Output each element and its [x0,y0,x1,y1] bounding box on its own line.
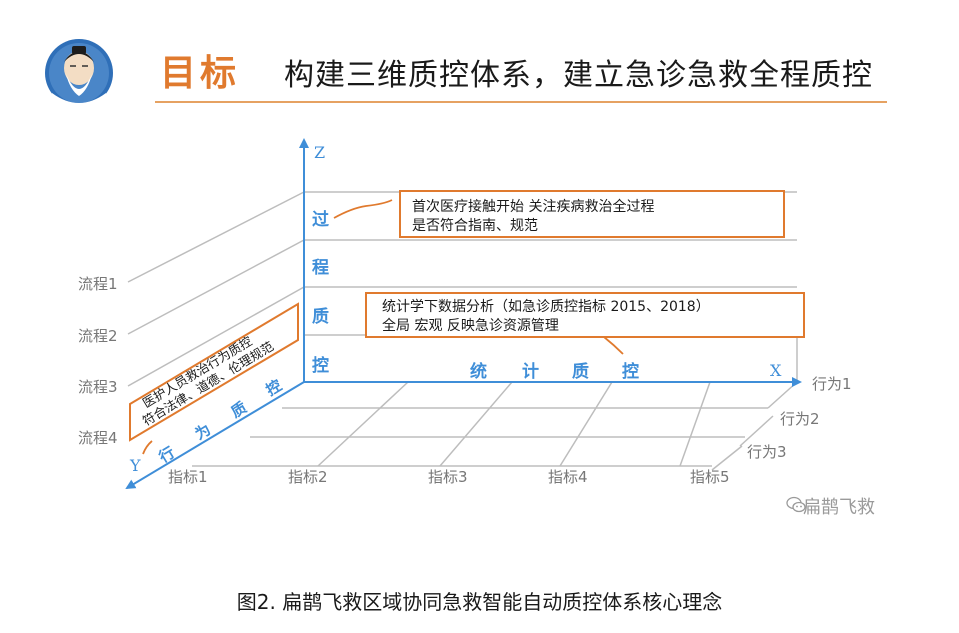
indicator-label-2: 指标2 [288,468,328,486]
statistics-callout-line-2: 全局 宏观 反映急诊资源管理 [382,317,559,334]
grid-line-behavior-3 [711,445,743,471]
grid-line-floor-1 [317,381,409,467]
indicator-label-5: 指标5 [690,468,730,486]
z-axis-label: 过 程 质 控 [312,210,329,376]
indicator-label-4: 指标4 [548,468,588,486]
y-axis [125,381,305,490]
heading-label: 目标 [160,53,241,94]
x-axis-char-4: 控 [622,361,639,382]
z-axis-letter: Z [314,143,325,162]
behavior-label-1: 行为1 [812,375,852,393]
y-axis-letter: Y [129,456,141,475]
grid-line-floor-4 [679,381,711,467]
flow-labels: 流程1 流程2 流程3 流程4 [78,275,118,447]
logo-avatar [45,39,113,108]
heading-title: 构建三维质控体系，建立急诊急救全程质控 [284,58,873,93]
grid-line-behavior-2 [739,415,774,447]
process-callout-line-2: 是否符合指南、规范 [412,217,538,234]
flow-label-2: 流程2 [78,327,118,345]
process-callout-text: 首次医疗接触开始 关注疾病救治全过程 是否符合指南、规范 [412,198,654,234]
y-axis-char-2: 为 [192,420,214,443]
behavior-callout-text: 医护人员救治行为质控 符合法律、道德、伦理规范 [140,333,276,428]
statistics-callout-line-1: 统计学下数据分析（如急诊质控指标 2015、2018） [382,299,710,315]
behavior-callout-pointer [142,440,153,455]
z-axis-char-4: 控 [312,355,329,376]
behavior-label-3: 行为3 [747,443,787,461]
heading-divider [155,101,887,103]
figure-caption: 图2. 扁鹊飞救区域协同急救智能自动质控体系核心理念 [236,590,723,614]
grid-line-flow-3 [127,286,305,387]
flow-label-4: 流程4 [78,429,118,447]
grid-line-floor-3 [559,381,613,467]
z-axis-char-2: 程 [312,258,329,278]
z-axis-char-3: 质 [312,307,329,327]
statistics-callout-box [365,292,805,338]
statistics-callout-pointer [603,336,624,355]
x-axis-letter: X [770,361,782,380]
x-axis-char-1: 统 [470,361,487,382]
x-axis-char-3: 质 [572,362,589,382]
wechat-icon [786,496,806,513]
indicator-label-3: 指标3 [428,468,468,486]
watermark-text: 扁鹊飞救 [803,497,875,518]
indicator-labels: 指标1 指标2 指标3 指标4 指标5 [168,468,730,486]
process-callout-line-1: 首次医疗接触开始 关注疾病救治全过程 [412,198,654,215]
indicator-label-1: 指标1 [168,468,208,486]
z-axis-char-1: 过 [312,210,329,230]
behavior-label-2: 行为2 [780,410,820,428]
behavior-callout-box [129,302,299,442]
grid-line-flow-2 [127,239,305,335]
process-callout-pointer [333,199,393,219]
grid-line-floor-2 [439,381,513,467]
flow-label-1: 流程1 [78,275,118,293]
y-axis-char-1: 行 [155,443,178,467]
process-callout-box [399,190,785,238]
x-axis-char-2: 计 [522,361,539,382]
behavior-callout-line-2: 符合法律、道德、伦理规范 [140,338,276,428]
x-axis-label: 统 计 质 控 [470,361,639,382]
behavior-labels: 行为1 行为2 行为3 [747,375,852,461]
y-axis-char-3: 质 [228,398,250,421]
flow-label-3: 流程3 [78,378,118,396]
grid-line-flow-1 [127,191,305,283]
statistics-callout-text: 统计学下数据分析（如急诊质控指标 2015、2018） 全局 宏观 反映急诊资源… [382,299,710,334]
